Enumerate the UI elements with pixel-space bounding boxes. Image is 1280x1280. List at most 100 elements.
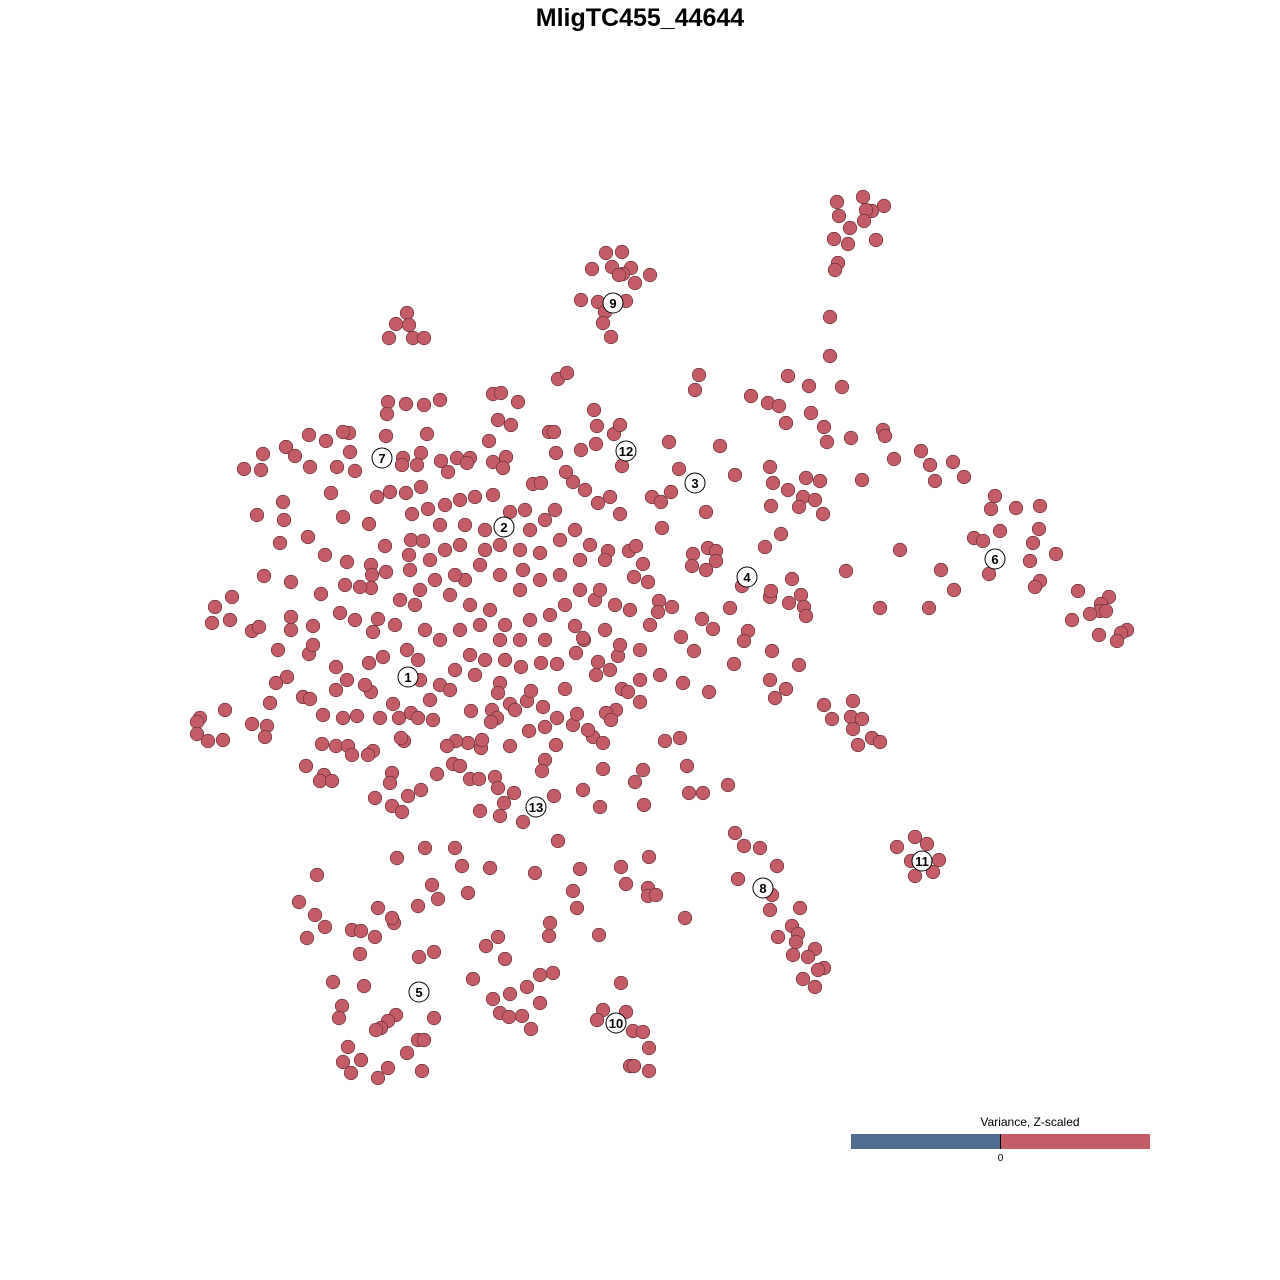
data-point (477, 522, 493, 538)
data-point (685, 546, 701, 562)
data-point (686, 643, 702, 659)
data-point (1032, 498, 1048, 514)
data-point (287, 448, 303, 464)
data-point (378, 564, 394, 580)
data-point (452, 492, 468, 508)
data-point (447, 840, 463, 856)
data-point (626, 1058, 642, 1074)
data-point (573, 442, 589, 458)
data-point (780, 482, 796, 498)
data-point (424, 877, 440, 893)
data-point (640, 574, 656, 590)
data-point (370, 900, 386, 916)
data-point (275, 494, 291, 510)
data-point (318, 433, 334, 449)
data-point (433, 453, 449, 469)
data-point (492, 632, 508, 648)
data-point (517, 502, 533, 518)
data-point (868, 232, 884, 248)
data-point (404, 506, 420, 522)
data-point (442, 682, 458, 698)
data-point (546, 788, 562, 804)
data-point (535, 699, 551, 715)
data-point (339, 554, 355, 570)
data-point (411, 949, 427, 965)
data-point (472, 617, 488, 633)
data-point (824, 711, 840, 727)
data-point (975, 533, 991, 549)
data-point (439, 738, 455, 754)
data-point (626, 569, 642, 585)
data-point (430, 891, 446, 907)
data-point (987, 488, 1003, 504)
data-point (413, 782, 429, 798)
data-point (262, 695, 278, 711)
data-point (635, 762, 651, 778)
data-point (822, 309, 838, 325)
data-point (452, 537, 468, 553)
cluster-label-circle (984, 548, 1006, 570)
data-point (925, 864, 941, 880)
color-scale-high (1000, 1134, 1150, 1149)
cluster-label-text: 5 (415, 985, 422, 1000)
data-point (822, 348, 838, 364)
data-point (459, 455, 475, 471)
data-point (503, 417, 519, 433)
cluster-label-circle (493, 516, 515, 538)
data-point (622, 602, 638, 618)
data-point (474, 732, 490, 748)
data-point (472, 803, 488, 819)
data-point (816, 697, 832, 713)
data-point (512, 632, 528, 648)
data-point (803, 405, 819, 421)
data-point (380, 394, 396, 410)
data-point (357, 677, 373, 693)
cluster-label-text: 9 (609, 296, 616, 311)
cluster-label-9: 9 (602, 292, 624, 314)
data-point (347, 612, 363, 628)
data-point (636, 797, 652, 813)
data-point (602, 489, 618, 505)
data-point (398, 396, 414, 412)
data-point (592, 799, 608, 815)
data-point (584, 261, 600, 277)
data-point (589, 1012, 605, 1028)
data-point (798, 470, 814, 486)
data-point (694, 611, 710, 627)
data-point (347, 463, 363, 479)
data-point (771, 398, 787, 414)
data-point (854, 711, 870, 727)
data-point (675, 675, 691, 691)
data-point (580, 722, 596, 738)
data-point (447, 567, 463, 583)
data-point (425, 712, 441, 728)
data-point (642, 267, 658, 283)
cluster-label-text: 11 (915, 854, 929, 869)
cluster-label-6: 6 (984, 548, 1006, 570)
data-point (302, 691, 318, 707)
data-point (946, 582, 962, 598)
data-point (460, 735, 476, 751)
data-point (523, 683, 539, 699)
data-point (632, 672, 648, 688)
data-point (432, 632, 448, 648)
data-point (236, 461, 252, 477)
data-point (532, 545, 548, 561)
data-point (532, 995, 548, 1011)
data-point (380, 1060, 396, 1076)
data-point (462, 597, 478, 613)
data-point (427, 572, 443, 588)
cluster-label-10: 10 (605, 1012, 627, 1034)
data-point (845, 693, 861, 709)
data-point (352, 946, 368, 962)
data-point (552, 532, 568, 548)
cluster-label-text: 7 (378, 451, 385, 466)
data-point (627, 774, 643, 790)
data-point (762, 902, 778, 918)
data-point (393, 730, 409, 746)
data-point (452, 758, 468, 774)
data-point (452, 622, 468, 638)
data-point (389, 850, 405, 866)
data-point (515, 814, 531, 830)
